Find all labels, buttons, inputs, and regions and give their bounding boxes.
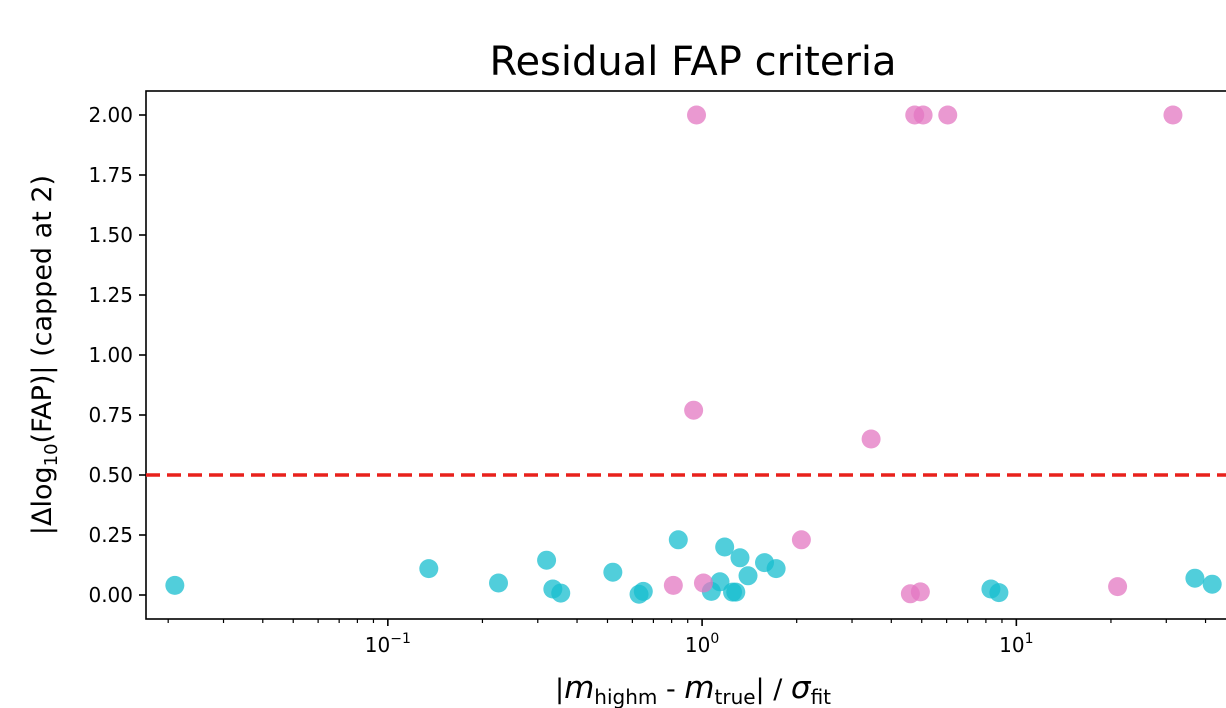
data-point <box>738 566 758 586</box>
data-point <box>684 400 704 420</box>
data-points <box>165 105 1222 604</box>
data-point <box>726 582 746 602</box>
data-point <box>938 105 958 125</box>
y-tick-label: 1.25 <box>88 283 133 307</box>
data-point <box>1202 574 1222 594</box>
data-point <box>633 581 653 601</box>
y-tick-label: 0.75 <box>88 403 133 427</box>
x-tick-label: 101 <box>999 631 1033 657</box>
y-axis-label: |Δlog10(FAP)| (capped at 2) <box>27 175 62 535</box>
data-point <box>1108 577 1128 597</box>
y-axis-ticks: 0.00 0.25 0.50 0.75 1.00 1.25 1.50 1.75 2.00 <box>88 103 146 607</box>
y-tick-label: 1.00 <box>88 343 133 367</box>
y-tick-label: 0.25 <box>88 523 133 547</box>
y-tick-label: 2.00 <box>88 103 133 127</box>
data-point <box>766 559 786 579</box>
data-point <box>693 573 713 593</box>
data-point <box>1185 568 1205 588</box>
data-point <box>489 573 509 593</box>
x-tick-label: 100 <box>685 631 719 657</box>
data-point <box>913 105 933 125</box>
x-tick-label: 10−1 <box>365 631 411 657</box>
data-point <box>551 583 571 603</box>
data-point <box>791 530 811 550</box>
data-point <box>687 105 707 125</box>
data-point <box>910 582 930 602</box>
data-point <box>861 429 881 449</box>
data-point <box>603 562 623 582</box>
data-point <box>419 559 439 579</box>
data-point <box>989 583 1009 603</box>
data-point <box>730 548 750 568</box>
data-point <box>1163 105 1183 125</box>
data-point <box>537 550 557 570</box>
chart-title: Residual FAP criteria <box>489 39 896 85</box>
data-point <box>663 575 683 595</box>
data-point <box>668 530 688 550</box>
data-point <box>165 575 185 595</box>
data-point <box>710 572 730 592</box>
data-point <box>715 537 735 557</box>
y-tick-label: 1.75 <box>88 163 133 187</box>
y-tick-label: 1.50 <box>88 223 133 247</box>
x-axis-ticks: 10−1 100 101 <box>167 619 1207 657</box>
y-tick-label: 0.00 <box>88 583 133 607</box>
y-tick-label: 0.50 <box>88 463 133 487</box>
x-axis-label: |mhighm - mtrue| / σfit <box>555 670 831 708</box>
